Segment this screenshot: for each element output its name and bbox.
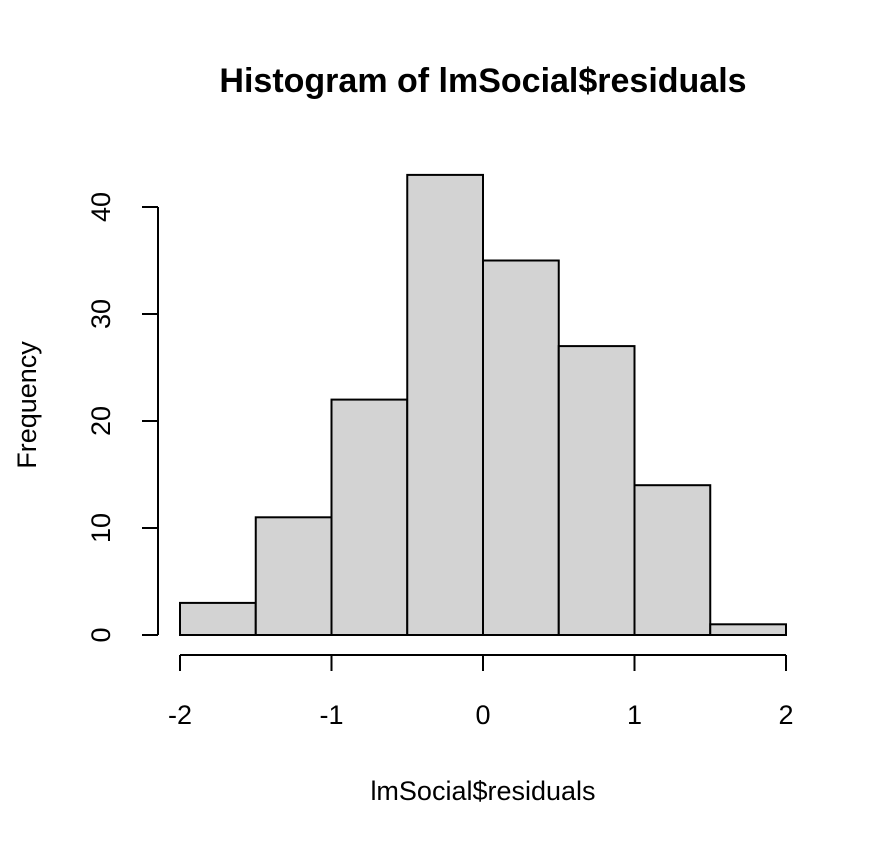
histogram-bars <box>179 173 787 637</box>
x-axis-label: lmSocial$residuals <box>370 776 595 806</box>
histogram-bar-2 <box>254 516 333 636</box>
y-tick-label: 20 <box>86 406 116 436</box>
histogram-bar-5 <box>482 259 560 636</box>
y-axis-label: Frequency <box>12 341 42 469</box>
y-tick-label: 30 <box>86 299 116 329</box>
x-tick-label: -1 <box>319 700 343 730</box>
histogram-bar-7 <box>633 484 712 637</box>
y-axis: 0 10 20 30 40 <box>86 192 159 643</box>
x-tick-label: 0 <box>475 700 490 730</box>
x-tick-label: 1 <box>627 700 642 730</box>
histogram-bar-3 <box>330 398 409 636</box>
x-axis: -2 -1 0 1 2 <box>168 654 794 730</box>
y-tick-label: 0 <box>86 627 116 642</box>
x-tick-label: -2 <box>168 700 192 730</box>
y-tick-label: 40 <box>86 192 116 222</box>
histogram-bar-8 <box>709 623 787 636</box>
chart-title: Histogram of lmSocial$residuals <box>219 62 746 100</box>
x-tick-label: 2 <box>778 700 793 730</box>
histogram-bar-4 <box>406 173 484 636</box>
histogram-bar-1 <box>179 601 257 637</box>
histogram-bar-6 <box>557 345 636 636</box>
y-tick-label: 10 <box>86 513 116 543</box>
